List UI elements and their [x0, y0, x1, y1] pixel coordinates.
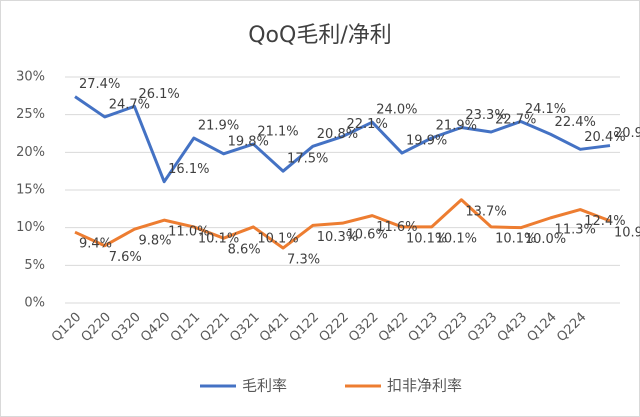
y-tick-label: 5% [24, 258, 45, 273]
legend-label: 毛利率 [242, 377, 287, 395]
data-label: 10.1% [198, 231, 239, 246]
data-label: 20.8% [317, 127, 358, 142]
series-line [74, 198, 611, 250]
data-label: 22.4% [555, 115, 596, 130]
y-tick-label: 15% [16, 183, 45, 198]
data-label: 10.3% [317, 230, 358, 245]
legend-label: 扣非净利率 [387, 377, 462, 395]
data-label: 8.6% [228, 243, 261, 258]
y-tick-label: 10% [16, 220, 45, 235]
series-line [74, 95, 611, 184]
data-label: 10.1% [436, 231, 477, 246]
data-label: 12.4% [584, 214, 625, 229]
data-label: 10.1% [406, 231, 447, 246]
data-label: 11.6% [376, 220, 417, 235]
data-label: 27.4% [79, 77, 120, 92]
data-label: 24.0% [376, 103, 417, 118]
data-label: 13.7% [465, 204, 506, 219]
data-label: 24.7% [109, 97, 150, 112]
data-label: 7.3% [287, 253, 320, 268]
chart-title: QoQ毛利/净利 [248, 23, 392, 48]
y-tick-label: 20% [16, 145, 45, 160]
data-label: 16.1% [168, 162, 209, 177]
y-tick-label: 0% [24, 296, 45, 311]
data-label: 22.7% [495, 112, 536, 127]
data-label: 24.1% [525, 102, 566, 117]
data-label: 10.0% [525, 232, 566, 247]
data-label: 26.1% [138, 87, 179, 102]
data-label: 9.8% [138, 234, 171, 249]
data-label: 17.5% [287, 152, 328, 167]
data-label: 10.9% [614, 225, 640, 240]
data-label: 10.1% [495, 231, 536, 246]
data-label: 10.6% [347, 228, 388, 243]
data-label: 21.9% [198, 119, 239, 134]
y-tick-label: 30% [16, 70, 45, 85]
y-tick-label: 25% [16, 107, 45, 122]
data-label: 21.9% [436, 119, 477, 134]
data-label: 20.9% [614, 126, 640, 141]
data-label: 22.1% [347, 117, 388, 132]
data-label: 10.1% [257, 231, 298, 246]
data-label: 11.0% [168, 225, 209, 240]
data-label: 23.3% [465, 108, 506, 123]
data-label: 19.8% [228, 134, 269, 149]
data-label: 19.9% [406, 134, 447, 149]
data-label: 21.1% [257, 125, 298, 140]
data-label: 11.3% [555, 222, 596, 237]
data-label: 7.6% [109, 250, 142, 265]
data-label: 20.4% [584, 130, 625, 145]
data-label: 9.4% [79, 237, 112, 252]
